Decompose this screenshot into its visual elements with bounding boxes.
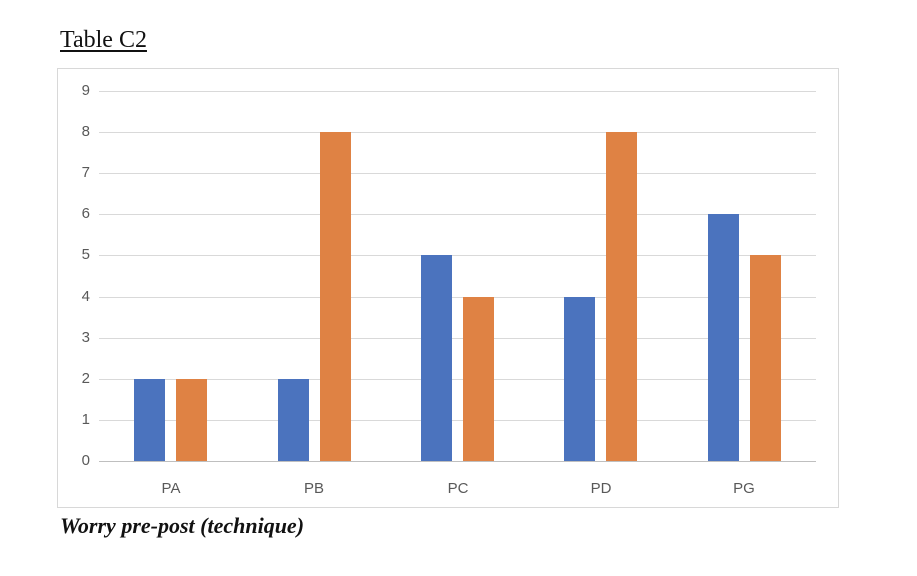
gridline xyxy=(99,255,816,256)
y-tick-label: 3 xyxy=(81,329,90,346)
x-tick-label: PA xyxy=(161,480,181,497)
figure-title: Table C2 xyxy=(60,27,147,53)
chart-frame: 0 1 2 3 4 5 6 7 8 9 PA PB PC PD PG xyxy=(57,68,839,508)
bar xyxy=(750,255,781,461)
bar xyxy=(421,255,452,461)
gridline xyxy=(99,420,816,421)
x-tick-label: PB xyxy=(303,480,324,497)
y-tick-label: 9 xyxy=(81,82,90,99)
gridline xyxy=(99,214,816,215)
bar xyxy=(320,132,351,461)
figure-caption: Worry pre-post (technique) xyxy=(60,513,305,538)
y-tick-label: 2 xyxy=(81,370,90,387)
x-tick-label: PG xyxy=(733,480,755,497)
x-axis-line xyxy=(99,461,816,462)
bar xyxy=(134,379,165,461)
gridline xyxy=(99,91,816,92)
gridline xyxy=(99,173,816,174)
y-tick-label: 4 xyxy=(81,288,90,305)
bar xyxy=(176,379,207,461)
y-tick-label: 0 xyxy=(81,452,90,469)
gridline xyxy=(99,132,816,133)
y-tick-label: 7 xyxy=(81,164,90,181)
y-tick-label: 6 xyxy=(81,205,90,222)
gridline xyxy=(99,338,816,339)
y-tick-label: 1 xyxy=(81,411,90,428)
x-tick-label: PC xyxy=(447,480,469,497)
y-tick-label: 8 xyxy=(81,123,90,140)
bar xyxy=(278,379,309,461)
plot-area: 0 1 2 3 4 5 6 7 8 9 PA PB PC PD PG xyxy=(58,69,838,507)
x-tick-label: PD xyxy=(590,480,612,497)
y-tick-label: 5 xyxy=(81,246,90,263)
bar xyxy=(708,214,739,461)
gridline xyxy=(99,379,816,380)
bar xyxy=(606,132,637,461)
bar xyxy=(564,297,595,461)
gridline xyxy=(99,297,816,298)
bar xyxy=(463,297,494,461)
